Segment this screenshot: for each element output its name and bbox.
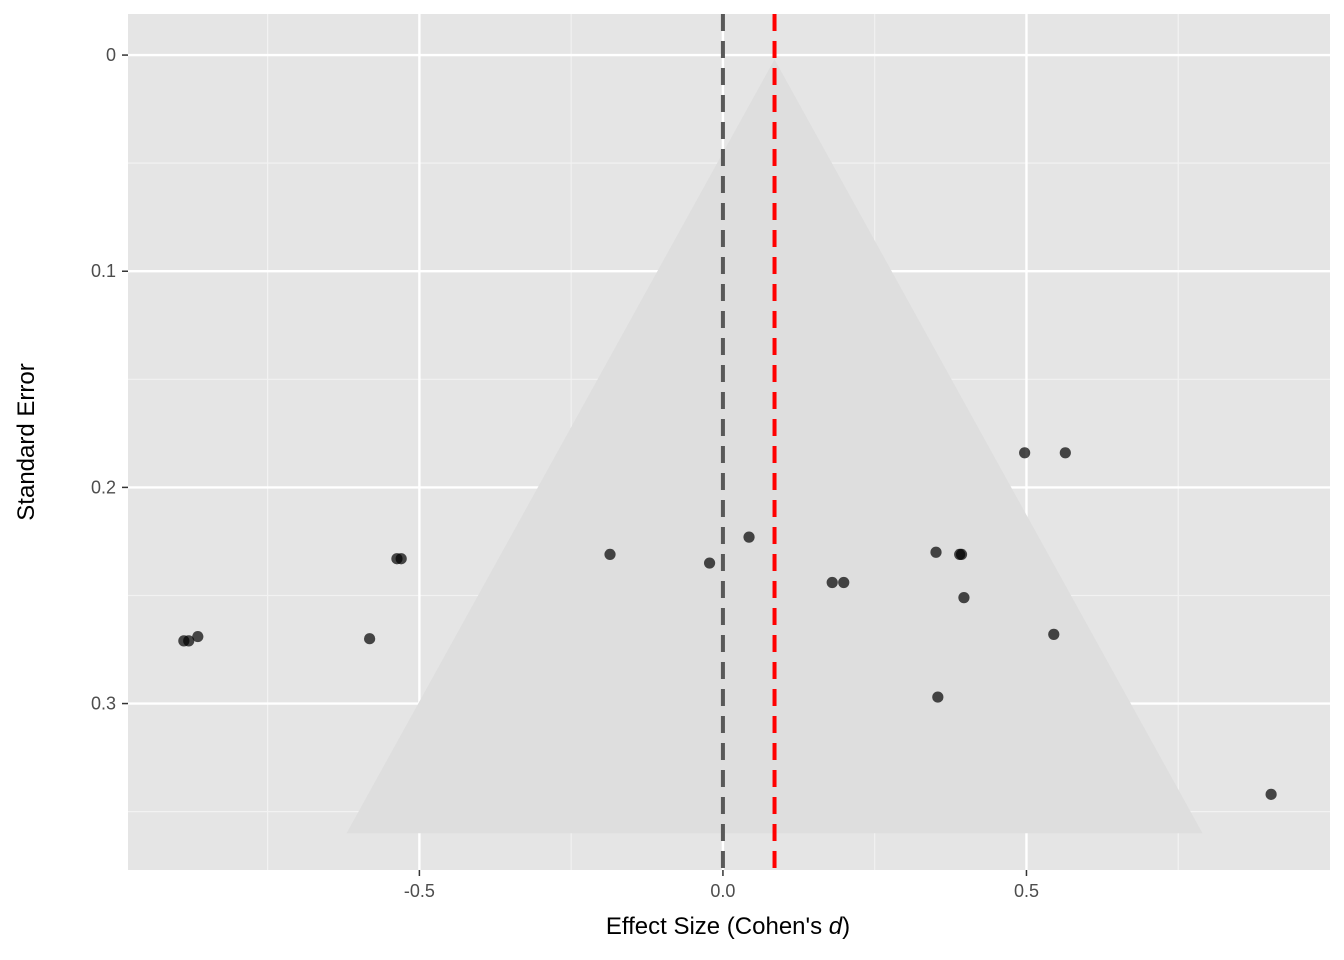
data-point [183,635,195,647]
data-points [178,447,1277,800]
data-point [395,553,407,565]
x-tick-label: -0.5 [404,881,435,901]
data-point [192,630,204,643]
y-axis: 0 0.1 0.2 0.3 [91,45,128,714]
data-point [1019,447,1031,459]
data-point [826,576,838,589]
data-point [1059,447,1071,459]
data-point [1048,628,1060,640]
data-point [364,633,376,645]
data-point [930,546,942,558]
data-point [838,576,850,589]
y-tick-label: 0.2 [91,477,116,497]
data-point [1265,788,1277,800]
data-point [703,557,716,569]
x-axis: -0.5 0.0 0.5 [404,870,1039,901]
data-point [743,531,755,543]
x-tick-label: 0.5 [1014,881,1039,901]
y-tick-label: 0 [106,45,116,65]
y-tick-label: 0.3 [91,694,116,714]
data-point [604,548,616,561]
data-point [932,691,944,703]
data-point [958,592,970,604]
y-tick-label: 0.1 [91,261,116,281]
x-axis-title: Effect Size (Cohen's d) [606,913,850,940]
reference-lines [720,14,777,870]
x-tick-label: 0.0 [710,881,735,901]
y-axis-title: Standard Error [13,363,40,520]
data-point [955,548,968,561]
